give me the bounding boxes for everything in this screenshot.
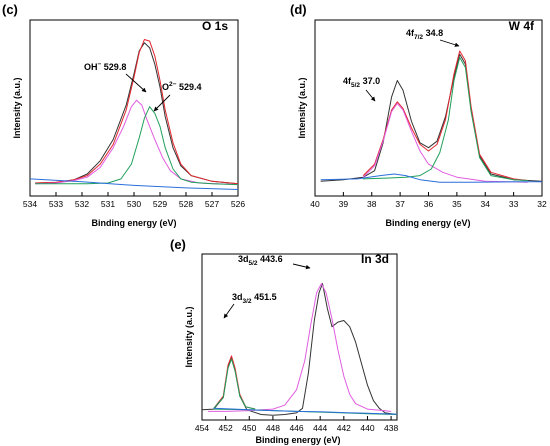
panel-e-xlabel: Binding energy (eV) [255,435,340,445]
panel-e-x-tick-label: 454 [195,423,209,433]
panel-e-x-tick-label: 444 [313,423,327,433]
annotation-4f72-orbital: 4f [406,28,415,38]
panel-c-x-tick-label: 530 [127,199,141,209]
panel-d-series-1 [362,50,528,181]
annotation-3d52: 3d5/2 443.6 [238,254,283,267]
annotation-4f72: 4f7/2 34.8 [406,28,443,41]
panel-c-x-tick-label: 528 [179,199,193,209]
panel-c-series-3 [35,106,239,186]
annotation-3d52-energy: 443.6 [258,254,283,264]
panel-c: (c) O 1s 534 533 532 531 530 529 528 527 526 Bin… [2,2,245,228]
panel-d-x-tick-label: 33 [509,199,519,209]
panel-d-series-4 [320,173,542,183]
panel-e-frame [201,253,398,421]
panel-c-title: O 1s [202,19,228,33]
panel-c-x-tick-label: 529 [153,199,167,209]
panel-e-label: (e) [170,237,186,252]
panel-e-series-5 [213,407,398,415]
panel-d-label: (d) [290,2,307,17]
panel-d-x-tick-label: 32 [537,199,547,209]
panel-c-x-tick-label: 534 [23,199,37,209]
annotation-3d32-energy: 451.5 [252,292,277,302]
panel-d-x-tick-label: 36 [424,199,434,209]
panel-e-series-3 [207,283,392,412]
annotation-4f72-subscript: 7/2 [414,34,423,41]
panel-c-x-tick-label: 527 [205,199,219,209]
panel-c-ylabel: Intensity (a.u.) [12,77,22,138]
annotation-4f52-energy: 37.0 [360,76,380,86]
annotation-3d52-orbital: 3d [238,254,249,264]
annotation-4f52-arrow [365,89,376,102]
panel-e: (e) In 3d 454 452 450 448 446 444 442 440 438 Bi… [170,237,398,445]
annotation-oh: OH− 529.8 [84,61,126,72]
panel-e-x-tick-label: 442 [337,423,351,433]
panel-d-x-tick-label: 35 [452,199,462,209]
panel-d-ylabel: Intensity (a.u.) [297,77,307,138]
annotation-3d32-orbital: 3d [232,292,243,302]
annotation-3d52-arrow [292,263,311,270]
panel-e-series-0 [201,283,398,416]
panel-e-x-tick-label: 440 [360,423,374,433]
panel-c-series [29,39,239,190]
annotation-3d32-arrow [223,303,235,319]
panel-d-series-2 [362,102,528,183]
panel-d-title: W 4f [509,19,535,33]
panel-e-x-tick-label: 446 [289,423,303,433]
panel-c-xlabel: Binding energy (eV) [91,218,176,228]
panel-d: (d) W 4f 40 39 38 37 36 35 34 33 32 Binding ener… [290,2,547,228]
annotation-oh-arrow [125,73,147,93]
annotation-4f52: 4f5/2 37.0 [343,76,380,89]
panel-d-x-tick-label: 37 [395,199,405,209]
panel-c-series-2 [35,99,239,186]
panel-e-x-tick-label: 448 [266,423,280,433]
annotation-o2-arrow [153,94,171,112]
panel-e-x-tick-label: 438 [384,423,398,433]
panel-e-x-ticks: 454 452 450 448 446 444 442 440 438 [195,416,398,433]
annotation-oh-species: OH [84,62,98,72]
annotation-o2-charge: 2− [169,81,177,88]
panel-d-x-tick-label: 38 [367,199,377,209]
panel-c-series-1 [35,39,239,185]
annotation-o2-species: O [162,82,169,92]
annotation-4f72-energy: 34.8 [423,28,443,38]
panel-c-x-tick-label: 533 [49,199,63,209]
panel-e-series-2 [213,358,256,410]
panel-e-x-tick-label: 452 [219,423,233,433]
panel-d-frame [314,19,543,197]
annotation-o2-energy: 529.4 [176,82,201,92]
annotation-4f52-orbital: 4f [343,76,352,86]
panel-c-x-tick-label: 526 [231,199,245,209]
panel-e-series [201,283,398,416]
panel-d-x-tick-label: 39 [339,199,349,209]
panel-c-x-tick-label: 531 [101,199,115,209]
annotation-oh-charge: − [98,61,102,68]
panel-d-series [320,50,543,183]
panel-d-series-0 [320,53,543,182]
annotation-oh-energy: 529.8 [101,62,126,72]
panel-c-label: (c) [2,2,18,17]
panel-c-series-0 [35,42,239,185]
panel-e-ylabel: Intensity (a.u.) [184,306,194,367]
panel-c-frame [29,19,239,197]
annotation-3d52-subscript: 5/2 [249,260,258,267]
panel-d-xlabel: Binding energy (eV) [385,218,470,228]
annotation-3d32: 3d3/2 451.5 [232,292,277,305]
annotation-o2: O2− 529.4 [162,81,201,92]
panel-e-x-tick-label: 450 [242,423,256,433]
panel-c-x-ticks: 534 533 532 531 530 529 528 527 526 [23,192,245,209]
annotation-4f52-subscript: 5/2 [351,82,360,89]
annotation-3d32-subscript: 3/2 [243,298,252,305]
panel-e-title: In 3d [361,252,389,266]
panel-d-x-ticks: 40 39 38 37 36 35 34 33 32 [310,192,547,209]
panel-d-x-tick-label: 34 [481,199,491,209]
panel-d-x-tick-label: 40 [310,199,320,209]
panel-c-x-tick-label: 532 [75,199,89,209]
annotation-4f72-arrow [439,39,460,47]
panel-c-series-4 [29,178,239,190]
